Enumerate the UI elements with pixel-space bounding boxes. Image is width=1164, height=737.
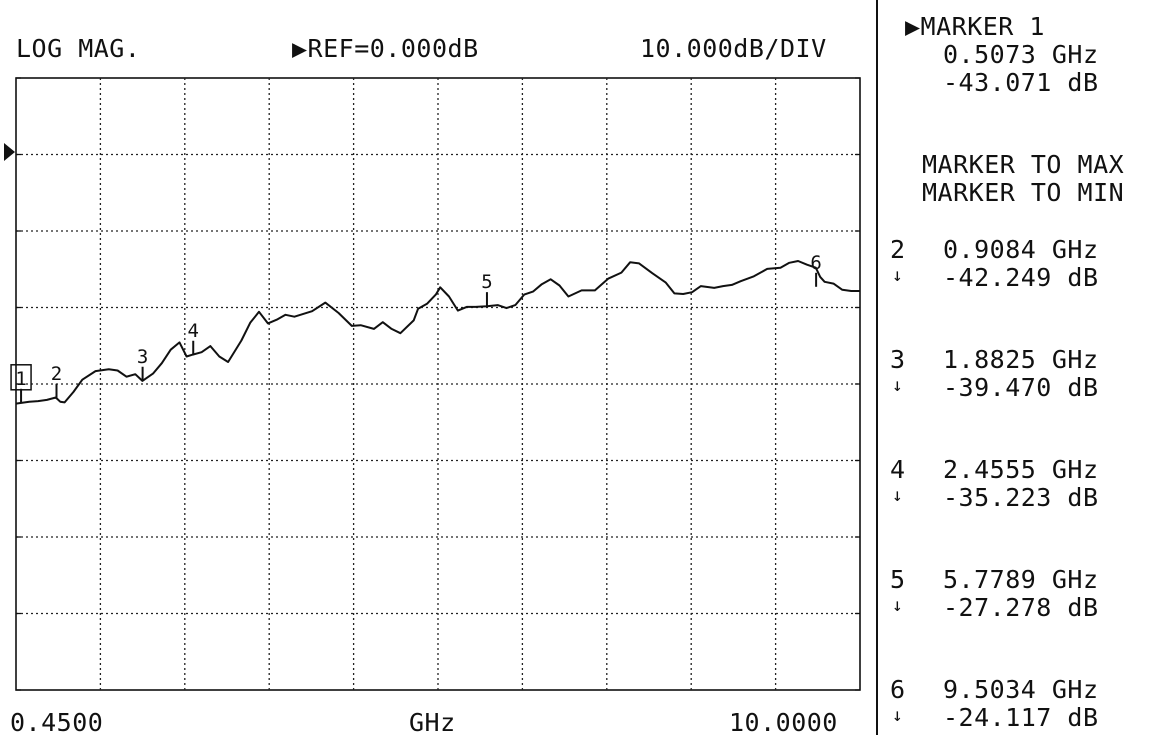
marker-label: 1 — [15, 368, 26, 390]
marker-arrow-icon: ↓ — [892, 595, 904, 616]
format-label: LOG MAG. — [16, 34, 141, 63]
marker-arrow-icon: ↓ — [892, 705, 904, 726]
stop-frequency: 10.0000 — [729, 708, 838, 737]
marker-frequency: 0.9084 GHz — [943, 235, 1099, 264]
marker-number: 2 — [890, 235, 906, 264]
marker-label: 4 — [188, 320, 199, 342]
marker-arrow-icon: ↓ — [892, 485, 904, 506]
marker-frequency: 1.8825 GHz — [943, 345, 1099, 374]
marker-number: 4 — [890, 455, 906, 484]
marker-arrow-icon: ↓ — [892, 265, 904, 286]
marker-to-max-softkey[interactable]: MARKER TO MAX — [922, 150, 1125, 179]
marker-frequency: 9.5034 GHz — [943, 675, 1099, 704]
marker-label: 3 — [137, 346, 148, 368]
frequency-unit: GHz — [409, 708, 456, 737]
marker-frequency: 5.7789 GHz — [943, 565, 1099, 594]
marker-label: 6 — [810, 252, 821, 274]
marker-value: -42.249 dB — [943, 263, 1099, 292]
trace — [15, 260, 860, 405]
marker-arrow-icon: ↓ — [892, 375, 904, 396]
marker-value: -39.470 dB — [943, 373, 1099, 402]
marker-value: -24.117 dB — [943, 703, 1099, 732]
marker-value: -27.278 dB — [943, 593, 1099, 622]
marker-label: 5 — [481, 271, 492, 293]
marker-label: 2 — [51, 363, 62, 385]
start-frequency: 0.4500 — [10, 708, 104, 737]
panel-divider — [876, 0, 878, 735]
marker-value: -35.223 dB — [943, 483, 1099, 512]
active-marker-value: -43.071 dB — [943, 68, 1099, 97]
grid — [15, 77, 861, 691]
active-marker-box — [10, 364, 32, 391]
plot-area: 1 2 3 4 5 6 — [10, 77, 861, 691]
marker-number: 3 — [890, 345, 906, 374]
data-series-line — [15, 260, 860, 405]
marker-to-min-softkey[interactable]: MARKER TO MIN — [922, 178, 1125, 207]
marker-frequency: 2.4555 GHz — [943, 455, 1099, 484]
marker-annotations: 1 2 3 4 5 6 — [10, 252, 822, 403]
marker-number: 6 — [890, 675, 906, 704]
marker-number: 5 — [890, 565, 906, 594]
reference-level-indicator — [4, 143, 15, 161]
reference-label: ▶REF=0.000dB — [292, 34, 479, 63]
active-marker-title: ▶MARKER 1 — [905, 12, 1045, 41]
active-marker-frequency: 0.5073 GHz — [943, 40, 1099, 69]
scale-label: 10.000dB/DIV — [640, 34, 827, 63]
